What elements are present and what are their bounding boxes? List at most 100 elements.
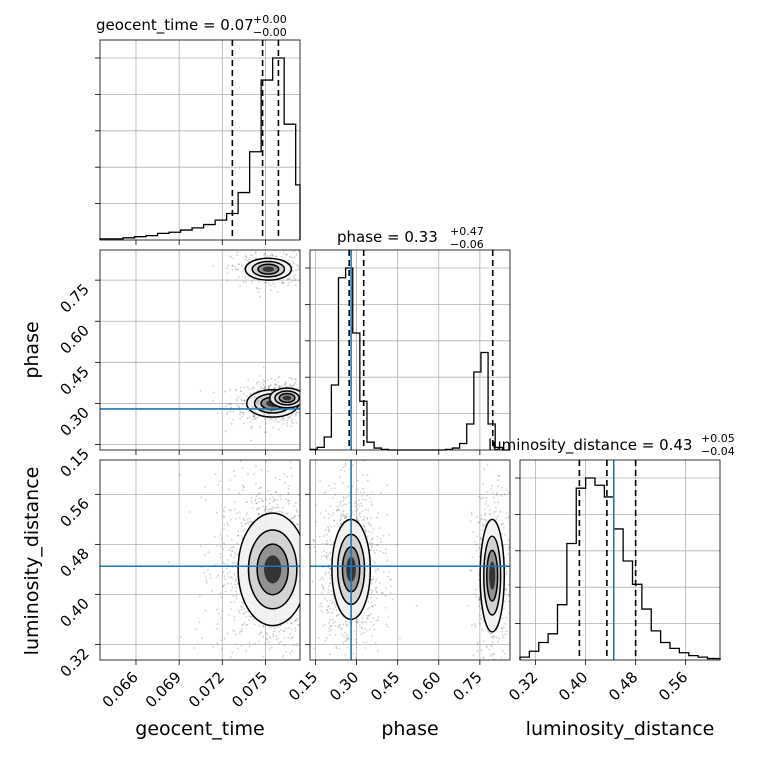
sample-point	[306, 590, 308, 592]
sample-point	[242, 413, 245, 416]
sample-point	[366, 494, 369, 497]
sample-point	[295, 645, 298, 647]
sample-point	[205, 576, 207, 579]
sample-point	[243, 622, 246, 624]
sample-point	[296, 623, 299, 626]
sample-point	[307, 403, 309, 405]
sample-point	[277, 637, 280, 640]
sample-point	[239, 285, 241, 287]
sample-point	[259, 451, 261, 453]
sample-point	[322, 588, 325, 591]
sample-point	[307, 277, 309, 279]
sample-point	[245, 512, 248, 515]
sample-point	[287, 492, 290, 494]
sample-point	[281, 282, 284, 285]
sample-point	[295, 508, 298, 511]
title-geocent-time-value: 0.07	[220, 16, 253, 34]
sample-point	[306, 420, 308, 422]
sample-point	[483, 518, 486, 521]
sample-point	[323, 492, 326, 494]
sample-point	[258, 624, 260, 627]
sample-point	[233, 630, 236, 633]
sample-point	[301, 400, 303, 402]
sample-point	[478, 605, 480, 608]
sample-point	[371, 504, 373, 506]
sample-point	[302, 394, 304, 396]
sample-point	[301, 393, 303, 395]
title-phase-value: 0.33	[404, 228, 437, 246]
sample-point	[243, 399, 245, 402]
sample-point	[178, 473, 181, 476]
sample-point	[333, 663, 335, 665]
sample-point	[291, 475, 293, 478]
sample-point	[225, 404, 228, 407]
sample-point	[328, 577, 331, 580]
sample-point	[220, 648, 223, 651]
sample-point	[356, 516, 359, 519]
sample-point	[273, 286, 276, 288]
sample-point	[350, 661, 352, 663]
sample-point	[303, 549, 305, 551]
sample-point	[333, 519, 336, 522]
sample-point	[262, 664, 264, 666]
sample-point	[490, 644, 492, 647]
sample-point	[481, 629, 484, 631]
sample-point	[330, 612, 333, 615]
sample-point	[333, 620, 336, 623]
sample-point	[238, 405, 241, 408]
sample-point	[375, 619, 378, 622]
sample-point	[307, 613, 309, 615]
sample-point	[306, 525, 308, 527]
sample-point	[215, 627, 218, 630]
sample-point	[289, 461, 292, 463]
sample-point	[306, 403, 308, 405]
sample-point	[297, 493, 300, 496]
sample-point	[371, 601, 373, 604]
sample-point	[323, 550, 325, 552]
sample-point	[246, 518, 249, 521]
sample-point	[489, 513, 491, 516]
sample-point	[271, 404, 273, 406]
sample-point	[513, 614, 515, 616]
sample-point	[269, 418, 271, 421]
sample-point	[236, 542, 238, 545]
sample-point	[269, 254, 272, 257]
sample-point	[501, 486, 503, 489]
sample-point	[284, 383, 287, 386]
sample-point	[482, 656, 485, 659]
sample-point	[239, 411, 242, 413]
sample-point	[239, 630, 242, 632]
sample-point	[262, 366, 265, 369]
sample-point	[242, 530, 245, 533]
sample-point	[337, 625, 339, 628]
sample-point	[301, 605, 303, 607]
sample-point	[254, 252, 257, 255]
sample-point	[386, 626, 389, 628]
sample-point	[263, 508, 266, 511]
sample-point	[345, 633, 348, 636]
sample-point	[487, 630, 490, 633]
sample-point	[303, 529, 305, 531]
sample-point	[363, 528, 366, 531]
sample-point	[293, 256, 296, 258]
sample-point	[212, 391, 215, 394]
sample-point	[366, 617, 368, 620]
sample-point	[277, 506, 280, 509]
sample-point	[287, 500, 289, 502]
sample-point	[483, 468, 485, 471]
svg-text:luminosity_distance = 0.43: luminosity_distance = 0.43	[488, 436, 692, 455]
sample-point	[305, 521, 307, 523]
sample-point	[375, 586, 378, 589]
sample-point	[353, 514, 355, 517]
sample-point	[228, 403, 231, 406]
sample-point	[303, 274, 305, 276]
tick-label-y: 0.40	[56, 594, 92, 630]
sample-point	[280, 452, 282, 454]
sample-point	[302, 529, 304, 531]
sample-point	[305, 403, 307, 405]
sample-point	[248, 615, 251, 618]
sample-point	[372, 542, 374, 545]
sample-point	[237, 263, 240, 266]
sample-point	[249, 254, 252, 256]
sample-point	[230, 538, 233, 541]
